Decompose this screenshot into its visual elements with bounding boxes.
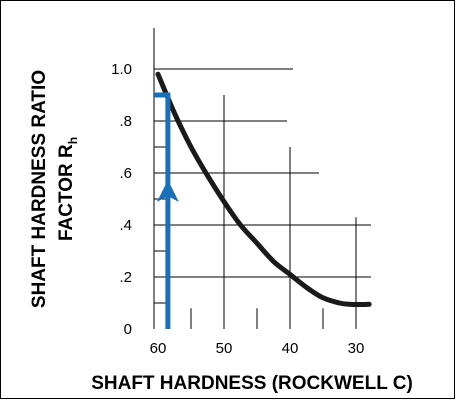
y-tick-label: 0 [124,321,132,338]
x-tick-label: 60 [150,340,167,357]
x-tick-label: 40 [282,340,299,357]
x-tick-label: 50 [216,340,233,357]
y-axis-title-second: FACTOR Rh [56,137,80,241]
y-tick-label: .6 [119,165,132,182]
example-reading-line [154,92,171,329]
y-tick-label: .4 [119,217,132,234]
y-tick-label: 1.0 [111,61,132,78]
y-axis-title-line2: FACTOR R [56,144,77,241]
grid [153,28,371,329]
hardness-ratio-curve [155,71,372,308]
y-tick-label: .8 [119,113,132,130]
y-axis-title-subscript: h [66,137,80,144]
example-arrow-head [156,180,179,202]
y-axis-title-line1: SHAFT HARDNESS RATIO [29,70,50,308]
y-axis-title: SHAFT HARDNESS RATIO [29,70,50,308]
x-axis-ticks: 60 50 40 30 [150,340,365,357]
y-tick-label: .2 [119,269,132,286]
x-axis-title: SHAFT HARDNESS (ROCKWELL C) [91,373,413,394]
x-tick-label: 30 [348,340,365,357]
y-axis-ticks: 0 .2 .4 .6 .8 1.0 [111,61,132,338]
